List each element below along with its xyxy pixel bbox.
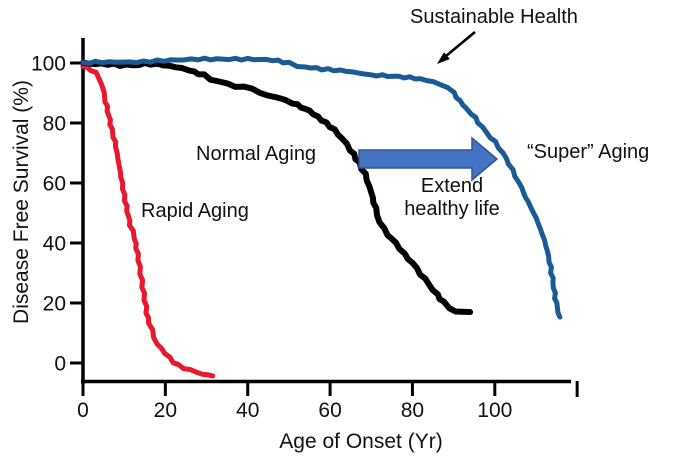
- series-rapid-aging: [80, 63, 216, 379]
- x-tick-label: 20: [154, 399, 177, 422]
- y-tick-label: 100: [31, 53, 66, 76]
- extend-block-arrow-icon: [358, 136, 499, 182]
- x-axis-title: Age of Onset (Yr): [279, 430, 443, 453]
- series-normal-aging: [80, 59, 474, 315]
- pointer-arrow-head-icon: [437, 52, 450, 64]
- series-super-aging: [80, 55, 563, 320]
- x-tick-label: 80: [401, 399, 424, 422]
- rapid-aging-label: Rapid Aging: [141, 200, 249, 222]
- x-tick-label: 40: [236, 399, 259, 422]
- sustainable-pointer-arrow: [437, 30, 476, 64]
- sustainable-health-label: Sustainable Health: [410, 6, 578, 28]
- y-tick-label: 80: [43, 113, 66, 136]
- super-aging-label: “Super” Aging: [527, 141, 650, 163]
- extend-label-line1: Extend: [420, 175, 484, 197]
- y-tick-label: 0: [54, 353, 66, 376]
- y-tick-label: 40: [43, 233, 66, 256]
- extend-label-line2: healthy life: [404, 198, 500, 220]
- y-tick-label: 20: [43, 293, 66, 316]
- pointer-arrow-shaft: [445, 30, 476, 58]
- extend-healthy-life-label: Extend healthy life: [383, 175, 521, 221]
- x-tick-label: 0: [77, 399, 89, 422]
- y-tick-label: 60: [43, 173, 66, 196]
- x-tick-label: 100: [477, 399, 512, 422]
- normal-aging-label: Normal Aging: [196, 143, 317, 165]
- x-tick-label: 60: [318, 399, 341, 422]
- y-axis-title: Disease Free Survival (%): [10, 80, 33, 324]
